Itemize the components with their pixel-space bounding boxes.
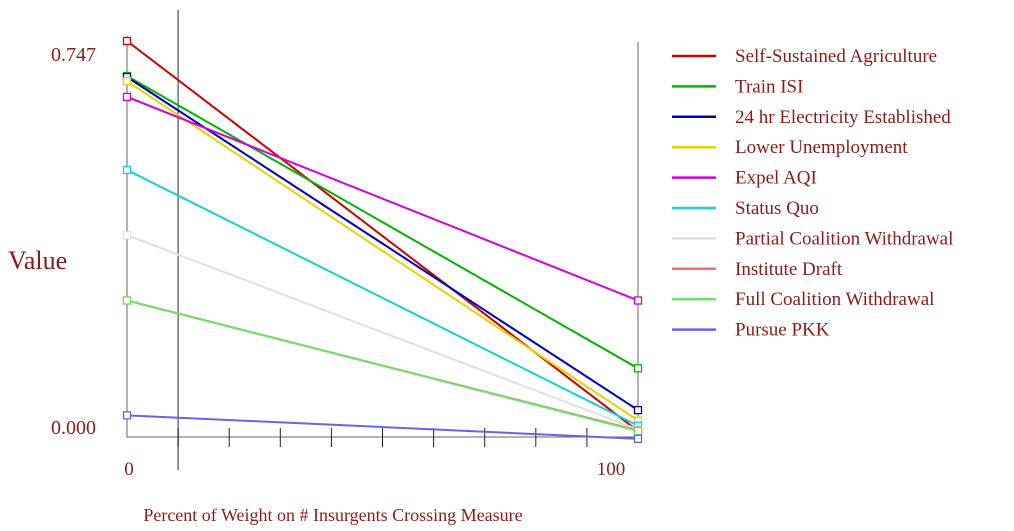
- series-endpoints: [122, 36, 643, 443]
- series-line-3: [126, 80, 639, 422]
- series-line-5: [126, 169, 639, 427]
- x-tick-label-0: 0: [124, 459, 134, 480]
- series-point: [122, 165, 132, 175]
- series-point: [122, 36, 132, 46]
- series-line-1: [126, 75, 639, 370]
- series-point: [633, 434, 643, 443]
- series-point: [633, 364, 643, 373]
- legend-label: Partial Coalition Withdrawal: [735, 228, 953, 249]
- series-point: [633, 296, 643, 305]
- legend-label: Lower Unemployment: [735, 137, 908, 158]
- series-line-9: [126, 414, 639, 440]
- series-point: [122, 92, 132, 102]
- legend-label: Expel AQI: [735, 168, 817, 189]
- legend-label: Pursue PKK: [735, 320, 830, 341]
- legend-label: Full Coalition Withdrawal: [735, 289, 934, 310]
- legend-label: Institute Draft: [735, 259, 843, 280]
- legend: Self-Sustained Agriculture Train ISI 24 hr…: [672, 46, 953, 341]
- legend-label: Train ISI: [735, 76, 803, 97]
- series-point: [122, 77, 132, 86]
- legend-label: Self-Sustained Agriculture: [735, 46, 937, 67]
- y-tick-label-max: 0.747: [51, 44, 96, 66]
- series-lines: [126, 40, 639, 440]
- series-point: [633, 426, 643, 436]
- series-line-4: [126, 95, 639, 302]
- series-line-8: [126, 299, 639, 432]
- series-point: [122, 411, 132, 420]
- legend-label: 24 hr Electricity Established: [735, 107, 951, 128]
- series-point: [633, 405, 643, 415]
- legend-label: Status Quo: [735, 198, 819, 219]
- series-line-0: [126, 40, 639, 432]
- series-line-6: [126, 234, 639, 431]
- y-axis-label: Value: [8, 246, 67, 275]
- series-line-2: [126, 76, 639, 411]
- x-axis-label: Percent of Weight on # Insurgents Crossi…: [143, 505, 522, 525]
- series-point: [122, 231, 132, 240]
- x-tick-label-100: 100: [597, 459, 626, 480]
- series-point: [122, 296, 132, 305]
- y-tick-label-min: 0.000: [51, 417, 96, 439]
